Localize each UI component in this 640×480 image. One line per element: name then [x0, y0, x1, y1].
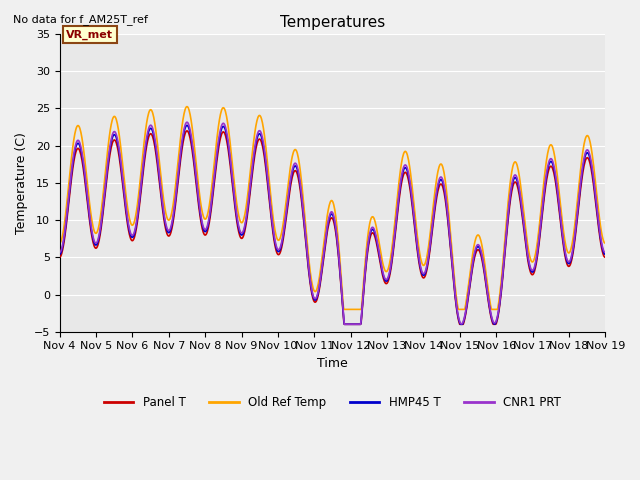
- Legend: Panel T, Old Ref Temp, HMP45 T, CNR1 PRT: Panel T, Old Ref Temp, HMP45 T, CNR1 PRT: [99, 391, 566, 414]
- X-axis label: Time: Time: [317, 357, 348, 370]
- Text: VR_met: VR_met: [66, 30, 113, 40]
- Y-axis label: Temperature (C): Temperature (C): [15, 132, 28, 234]
- Title: Temperatures: Temperatures: [280, 15, 385, 30]
- Text: No data for f_AM25T_ref: No data for f_AM25T_ref: [13, 13, 148, 24]
